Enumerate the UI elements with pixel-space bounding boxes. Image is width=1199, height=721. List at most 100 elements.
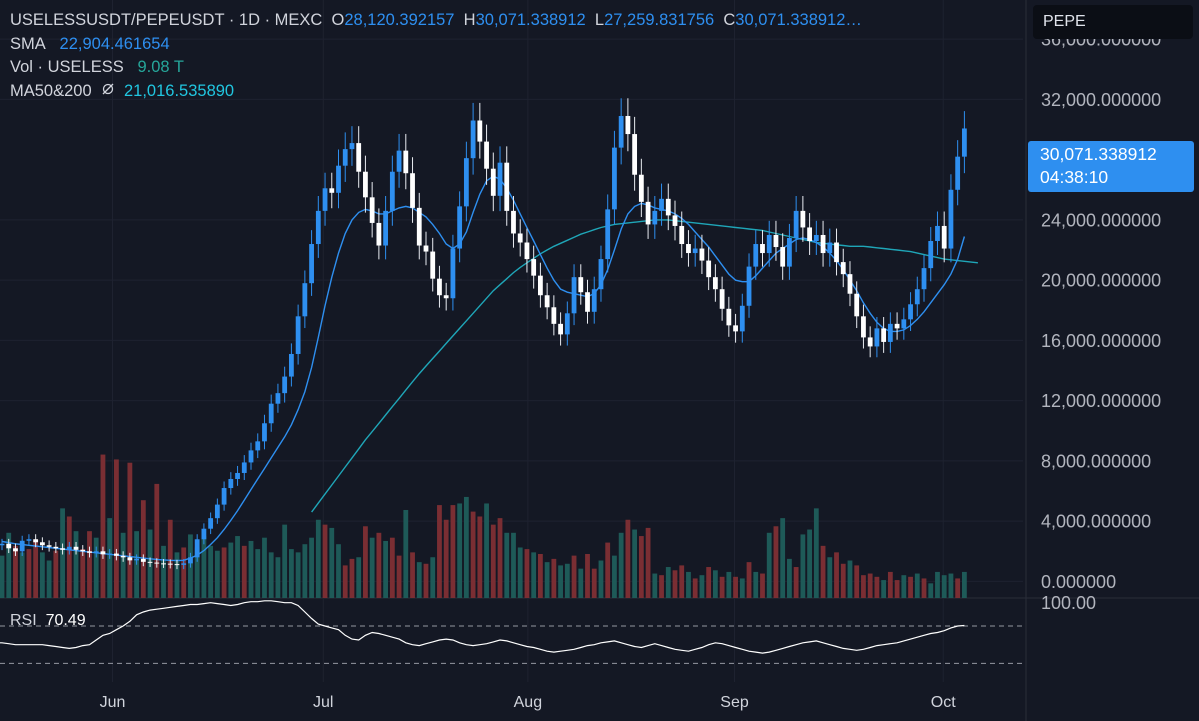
candle-body xyxy=(73,546,79,550)
ma-line xyxy=(311,219,978,513)
sma-legend-row[interactable]: SMA 22,904.461654 xyxy=(10,33,862,57)
volume-bar xyxy=(807,529,812,598)
volume-bar xyxy=(612,555,617,598)
close-label: C xyxy=(723,11,736,29)
candle-body xyxy=(686,244,691,254)
volume-bar xyxy=(867,573,873,598)
high-value: 30,071.338912 xyxy=(475,11,586,29)
candle-body xyxy=(760,244,765,254)
volume-bar xyxy=(309,537,314,598)
volume-bar xyxy=(679,565,685,598)
volume-bar xyxy=(497,518,503,598)
candle-body xyxy=(416,207,422,246)
candle-body xyxy=(268,403,274,424)
candle-body xyxy=(618,115,624,148)
volume-bar xyxy=(571,555,577,598)
volume-bar xyxy=(914,573,920,598)
candle-body xyxy=(490,168,496,196)
volume-bar xyxy=(93,537,99,598)
volume-legend-row[interactable]: Vol · USELESS 9.08 T xyxy=(10,56,862,80)
candle-body xyxy=(437,278,442,296)
candle-body xyxy=(612,147,617,210)
volume-bar xyxy=(423,563,429,598)
candle-body xyxy=(356,143,362,172)
candle-body xyxy=(423,245,429,252)
volume-bar xyxy=(389,537,395,598)
y-tick-label: 32,000.000000 xyxy=(1041,90,1161,110)
volume-bar xyxy=(214,550,220,598)
candle-body xyxy=(773,234,779,248)
candle-body xyxy=(389,171,395,211)
volume-bar xyxy=(174,552,180,598)
rsi-legend[interactable]: RSI 70.49 xyxy=(10,612,86,630)
hidden-eye-slash-icon[interactable] xyxy=(101,82,115,96)
volume-bar xyxy=(120,532,126,598)
volume-bar xyxy=(315,519,321,598)
ma-legend-row[interactable]: MA50&200 21,016.535890 xyxy=(10,80,862,104)
candle-body xyxy=(275,393,281,404)
volume-bar xyxy=(39,552,45,598)
pair-title[interactable]: USELESSUSDT/PEPEUSDT · 1D · MEXC xyxy=(10,11,323,29)
candle-body xyxy=(214,504,220,519)
volume-bar xyxy=(356,557,362,598)
volume-bar xyxy=(342,565,348,598)
candle-body xyxy=(134,558,139,561)
volume-bar xyxy=(840,563,846,598)
price-axis[interactable]: 36,000.00000032,000.00000024,000.0000002… xyxy=(1041,30,1161,592)
volume-bar xyxy=(416,562,422,598)
candle-body xyxy=(840,262,846,275)
candle-body xyxy=(484,141,489,169)
volume-bar xyxy=(80,549,86,598)
candle-body xyxy=(147,561,153,563)
time-axis[interactable]: Jun Jul Aug Sep Oct xyxy=(100,694,957,711)
candle-body xyxy=(288,353,294,377)
candle-body xyxy=(861,316,866,338)
volume-bar xyxy=(288,549,294,598)
volume-bar xyxy=(268,552,274,598)
volume-bar xyxy=(665,567,671,598)
volume-bar xyxy=(262,537,267,598)
volume-bar xyxy=(686,571,691,598)
candle-body xyxy=(201,528,207,540)
candle-body xyxy=(780,247,786,267)
candle-body xyxy=(282,376,288,394)
candle-body xyxy=(33,539,39,543)
candle-body xyxy=(638,174,644,202)
volume-bar xyxy=(73,531,79,598)
candle-body xyxy=(746,266,752,306)
volume-bar xyxy=(484,503,489,598)
volume-bar xyxy=(726,571,732,598)
bar-countdown: 04:38:10 xyxy=(1040,167,1109,187)
volume-bar xyxy=(457,503,463,598)
rsi-line xyxy=(0,600,965,654)
volume-value: 9.08 T xyxy=(137,58,184,76)
volume-bar xyxy=(551,558,557,598)
rsi-pane: 100.00 xyxy=(0,593,1096,664)
volume-bar xyxy=(376,532,382,598)
candle-body xyxy=(787,237,792,267)
volume-bar xyxy=(605,542,611,598)
volume-bar xyxy=(228,542,234,598)
volume-bar xyxy=(874,576,880,598)
last-price-label: 30,071.338912 04:38:10 xyxy=(1028,141,1194,192)
volume-bar xyxy=(66,516,72,598)
volume-label: Vol · USELESS xyxy=(10,58,124,76)
candle-body xyxy=(410,173,415,208)
volume-bar xyxy=(443,519,449,598)
candle-body xyxy=(605,209,611,260)
candle-body xyxy=(369,197,375,223)
candle-body xyxy=(127,557,133,561)
last-price-value: 30,071.338912 xyxy=(1040,144,1157,164)
candle-body xyxy=(665,198,671,216)
volume-bar xyxy=(437,505,442,598)
candle-body xyxy=(322,188,328,211)
candle-body xyxy=(719,289,725,309)
candle-body xyxy=(443,295,449,299)
candle-body xyxy=(295,316,301,354)
symbol-search-input[interactable] xyxy=(1033,5,1193,39)
volume-bar xyxy=(887,571,893,598)
candle-body xyxy=(887,323,893,342)
y-tick-label: 16,000.000000 xyxy=(1041,331,1161,351)
candle-body xyxy=(188,557,193,564)
